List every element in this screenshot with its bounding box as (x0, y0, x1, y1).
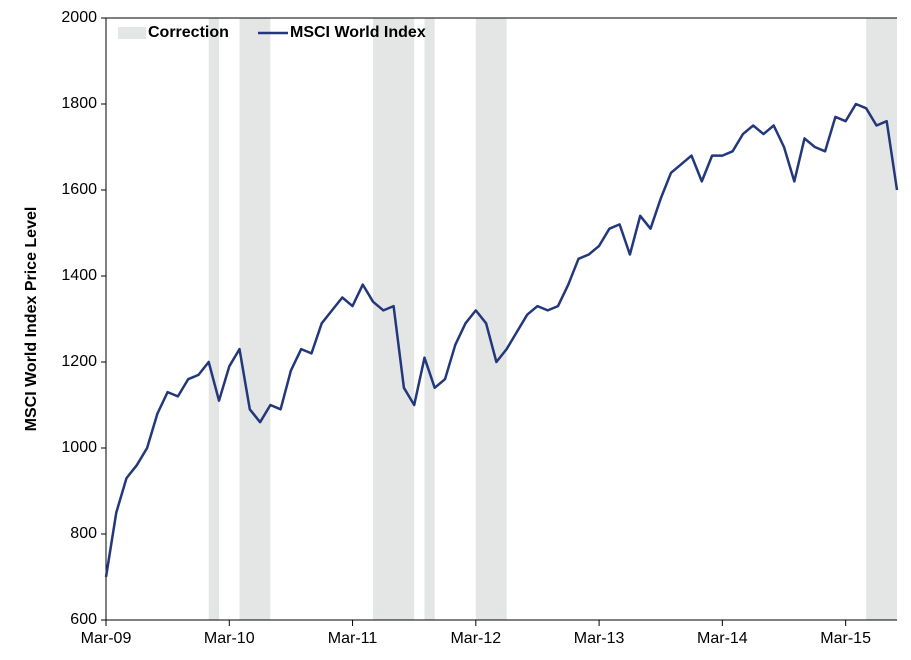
legend-swatch (118, 27, 146, 39)
x-tick-label: Mar-09 (81, 630, 132, 647)
correction-band (208, 18, 219, 620)
line-series (104, 102, 899, 578)
x-tick-label: Mar-11 (328, 630, 378, 647)
x-tick-label: Mar-10 (204, 630, 255, 647)
correction-band (475, 18, 507, 620)
legend-label: Correction (148, 24, 229, 41)
correction-band (424, 18, 435, 620)
correction-band (239, 18, 271, 620)
x-tick-label: Mar-15 (820, 630, 871, 647)
x-tick-label: Mar-14 (697, 630, 748, 647)
legend-label: MSCI World Index (290, 24, 426, 41)
correction-band (373, 18, 415, 620)
y-tick-label: 1800 (61, 95, 97, 112)
y-tick-label: 800 (70, 525, 97, 542)
correction-band (866, 18, 897, 620)
y-tick-label: 1600 (61, 181, 97, 198)
x-tick-label: Mar-13 (574, 630, 625, 647)
y-tick-label: 1400 (61, 267, 97, 284)
y-tick-label: 1200 (61, 353, 97, 370)
x-tick-label: Mar-12 (450, 630, 501, 647)
y-tick-label: 600 (70, 611, 97, 628)
y-tick-label: 1000 (61, 439, 97, 456)
y-axis-label: MSCI World Index Price Level (23, 207, 40, 432)
y-tick-label: 2000 (61, 9, 97, 26)
